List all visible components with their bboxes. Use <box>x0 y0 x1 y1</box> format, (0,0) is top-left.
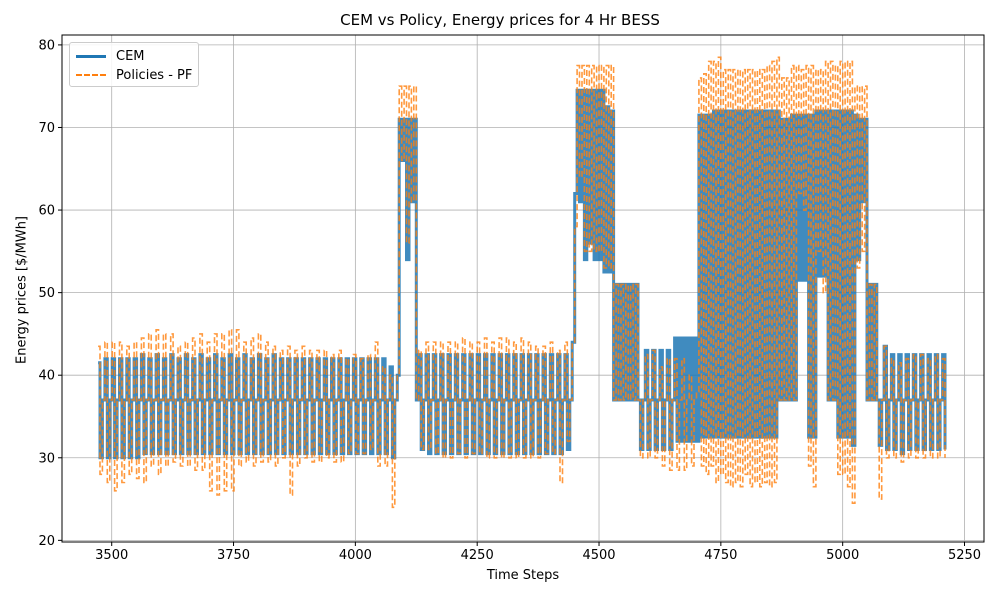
x-tick-label: 4250 <box>461 548 494 563</box>
x-tick-label: 4000 <box>339 548 372 563</box>
series-line-policies <box>98 56 946 509</box>
y-tick-label: 30 <box>38 451 55 466</box>
x-axis-label: Time Steps <box>486 568 560 583</box>
chart-title: CEM vs Policy, Energy prices for 4 Hr BE… <box>340 11 660 29</box>
x-tick-label: 4500 <box>582 548 615 563</box>
y-axis-label: Energy prices [$/MWh] <box>14 215 30 365</box>
legend-item-cem: CEM <box>70 47 145 65</box>
legend: CEM Policies - PF <box>69 42 199 87</box>
legend-label-policies: Policies - PF <box>116 67 193 83</box>
plot-frame <box>61 34 985 543</box>
x-tick-label: 5250 <box>948 548 981 563</box>
y-tick-label: 40 <box>38 369 55 384</box>
legend-item-policies: Policies - PF <box>70 66 192 84</box>
x-tick-label: 3750 <box>217 548 250 563</box>
y-tick-label: 50 <box>38 286 55 301</box>
x-tick-label: 4750 <box>704 548 737 563</box>
x-tick-label: 5000 <box>826 548 859 563</box>
y-tick-label: 20 <box>38 534 55 549</box>
legend-label-cem: CEM <box>116 48 145 64</box>
y-tick-label: 80 <box>38 38 55 53</box>
legend-swatch-cem <box>76 54 106 58</box>
y-tick-label: 70 <box>38 121 55 136</box>
x-tick-label: 3500 <box>95 548 128 563</box>
y-tick-label: 60 <box>38 204 55 219</box>
legend-swatch-policies <box>76 74 106 76</box>
